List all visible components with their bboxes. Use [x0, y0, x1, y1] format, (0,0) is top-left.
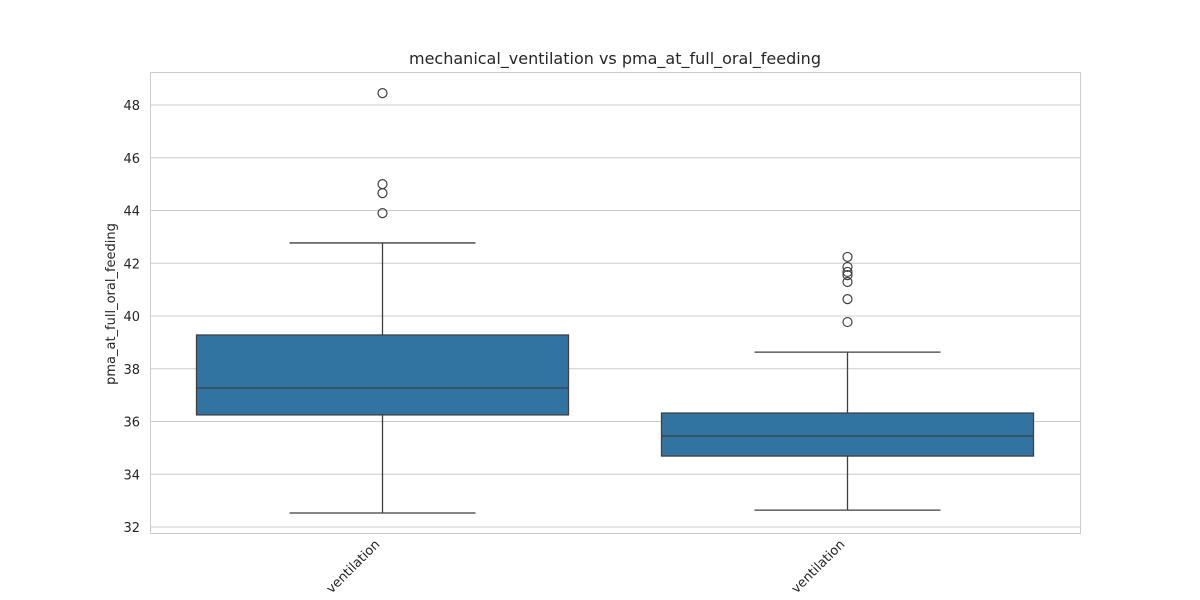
outlier-point — [842, 270, 853, 281]
y-tick-label: 42 — [123, 257, 140, 272]
outlier-point — [842, 266, 853, 278]
y-tick-label: 34 — [123, 468, 140, 483]
x-tick-label: ventilation — [324, 537, 383, 596]
x-ticks: ventilation ventilation — [324, 537, 848, 596]
y-tick-label: 40 — [123, 310, 140, 325]
gridlines — [150, 104, 1080, 528]
outlier-point — [377, 208, 388, 219]
outlier-point — [842, 261, 853, 273]
outlier-point — [842, 251, 853, 263]
y-tick-label: 32 — [123, 521, 140, 536]
plot-frame — [150, 72, 1081, 534]
box — [660, 412, 1035, 457]
y-axis-label: pma_at_full_oral_feeding — [104, 223, 119, 385]
y-tick-label: 38 — [123, 363, 140, 378]
outlier-point — [377, 179, 388, 190]
boxes — [195, 88, 1035, 514]
box — [195, 334, 570, 416]
outlier-point — [377, 187, 388, 199]
outlier-point — [842, 316, 853, 328]
outlier-point — [842, 294, 853, 305]
x-tick-label: ventilation — [789, 537, 848, 596]
outlier-point — [842, 276, 853, 288]
y-ticks: 32 34 36 38 40 42 44 46 48 — [123, 99, 140, 536]
y-tick-label: 46 — [123, 152, 140, 167]
chart-title: mechanical_ventilation vs pma_at_full_or… — [409, 49, 821, 69]
y-tick-label: 36 — [123, 416, 140, 431]
y-tick-label: 44 — [123, 205, 140, 220]
outlier-point — [377, 88, 388, 99]
y-tick-label: 48 — [123, 99, 140, 114]
